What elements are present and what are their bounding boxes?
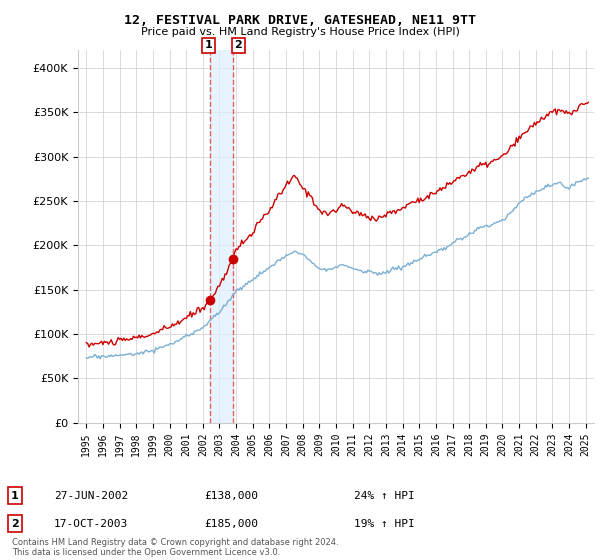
- Text: 24% ↑ HPI: 24% ↑ HPI: [354, 491, 415, 501]
- Text: Contains HM Land Registry data © Crown copyright and database right 2024.
This d: Contains HM Land Registry data © Crown c…: [12, 538, 338, 557]
- Text: 2: 2: [11, 519, 19, 529]
- Text: £138,000: £138,000: [204, 491, 258, 501]
- Text: Price paid vs. HM Land Registry's House Price Index (HPI): Price paid vs. HM Land Registry's House …: [140, 27, 460, 37]
- Text: 1: 1: [205, 40, 212, 50]
- Text: 12, FESTIVAL PARK DRIVE, GATESHEAD, NE11 9TT: 12, FESTIVAL PARK DRIVE, GATESHEAD, NE11…: [124, 14, 476, 27]
- Text: 27-JUN-2002: 27-JUN-2002: [54, 491, 128, 501]
- Bar: [211, 50, 233, 423]
- Text: 2: 2: [235, 40, 242, 50]
- Text: £185,000: £185,000: [204, 519, 258, 529]
- Text: 1: 1: [11, 491, 19, 501]
- Text: 19% ↑ HPI: 19% ↑ HPI: [354, 519, 415, 529]
- Text: 17-OCT-2003: 17-OCT-2003: [54, 519, 128, 529]
